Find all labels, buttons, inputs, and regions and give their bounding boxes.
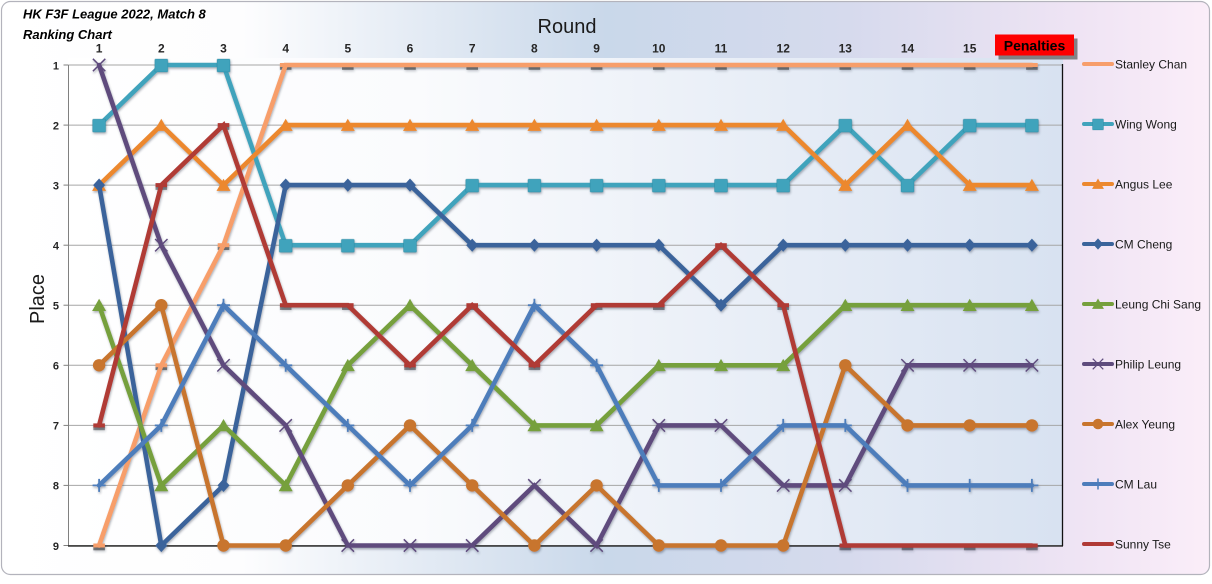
svg-text:5: 5 [344,42,351,56]
svg-text:7: 7 [469,42,476,56]
svg-text:15: 15 [963,42,977,56]
svg-text:Sunny Tse: Sunny Tse [1115,538,1171,552]
svg-text:7: 7 [53,421,59,433]
svg-text:HK F3F League 2022, Match 8: HK F3F League 2022, Match 8 [23,7,207,22]
svg-text:Round: Round [538,16,597,38]
svg-text:CM Cheng: CM Cheng [1115,238,1172,252]
svg-text:8: 8 [53,481,59,493]
svg-text:CM Lau: CM Lau [1115,478,1157,492]
svg-text:14: 14 [901,42,915,56]
svg-text:2: 2 [53,120,59,132]
svg-text:13: 13 [839,42,853,56]
svg-text:Wing Wong: Wing Wong [1115,118,1177,132]
svg-text:Stanley Chan: Stanley Chan [1115,58,1187,72]
svg-text:Leung Chi Sang: Leung Chi Sang [1115,298,1201,312]
svg-text:6: 6 [53,361,59,373]
svg-text:1: 1 [96,42,103,56]
svg-text:1: 1 [53,60,59,72]
svg-text:4: 4 [53,241,60,253]
svg-text:Place: Place [27,274,49,324]
svg-text:6: 6 [407,42,414,56]
svg-text:10: 10 [652,42,666,56]
svg-text:9: 9 [53,541,59,553]
svg-text:Ranking Chart: Ranking Chart [23,27,113,42]
svg-text:11: 11 [715,42,728,56]
svg-text:9: 9 [593,42,600,56]
svg-text:Alex Yeung: Alex Yeung [1115,418,1175,432]
svg-text:8: 8 [531,42,538,56]
svg-text:3: 3 [53,180,59,192]
svg-text:12: 12 [777,42,791,56]
svg-text:Penalties: Penalties [1004,38,1066,54]
svg-text:2: 2 [158,42,165,56]
svg-text:Philip Leung: Philip Leung [1115,358,1181,372]
svg-text:Angus Lee: Angus Lee [1115,178,1173,192]
svg-text:4: 4 [282,42,289,56]
svg-text:3: 3 [220,42,227,56]
svg-text:5: 5 [53,301,59,313]
